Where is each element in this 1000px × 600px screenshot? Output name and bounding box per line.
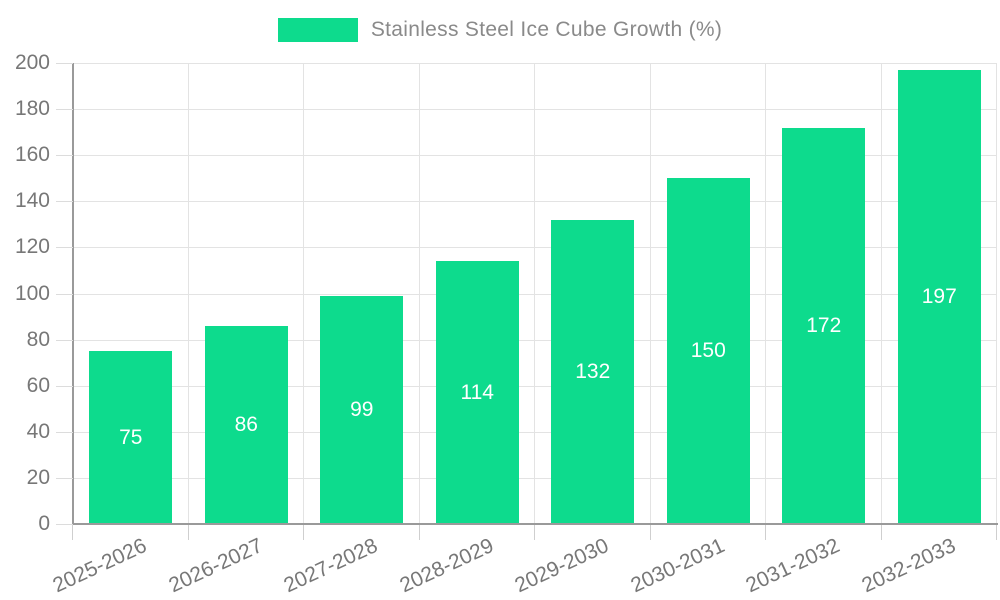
bar-value-label: 99 — [350, 397, 374, 421]
x-tick-mark — [303, 525, 304, 540]
bar: 99 — [320, 295, 404, 524]
y-tick-mark — [56, 385, 73, 387]
bar-value-label: 114 — [460, 380, 494, 404]
gridline-horizontal — [73, 247, 997, 249]
gridline-vertical — [649, 63, 651, 524]
bar-value-label: 75 — [119, 425, 143, 449]
x-tick-mark — [418, 525, 420, 540]
x-tick-mark — [880, 525, 882, 540]
bar-value-label: 132 — [575, 359, 611, 383]
y-tick-mark — [56, 524, 73, 525]
y-tick-mark — [56, 63, 73, 64]
gridline-vertical — [996, 63, 997, 524]
bar: 150 — [666, 178, 750, 524]
gridline-horizontal — [73, 477, 997, 479]
y-tick-mark — [56, 339, 73, 341]
y-tick-mark — [56, 247, 73, 249]
y-tick-mark — [56, 109, 73, 111]
y-tick-label: 40 — [26, 419, 50, 443]
y-tick-label: 20 — [26, 465, 50, 489]
gridline-horizontal — [73, 339, 997, 341]
y-tick-label: 0 — [38, 512, 50, 535]
gridline-vertical — [880, 63, 882, 524]
y-tick-label: 120 — [14, 235, 50, 259]
legend-label: Stainless Steel Ice Cube Growth (%) — [370, 18, 723, 41]
x-tick-label: 2031-2032 — [742, 534, 844, 598]
x-axis-line — [73, 523, 998, 525]
y-tick-label: 60 — [26, 373, 50, 397]
gridline-horizontal — [73, 109, 997, 111]
bar-value-label: 150 — [690, 339, 726, 363]
x-tick-mark — [72, 525, 73, 540]
bar-value-label: 172 — [806, 313, 842, 337]
x-tick-label: 2027-2028 — [280, 534, 382, 598]
y-tick-label: 160 — [14, 143, 50, 167]
y-tick-label: 80 — [26, 327, 50, 351]
x-tick-mark — [649, 525, 651, 540]
x-tick-label: 2028-2029 — [396, 534, 497, 598]
gridline-horizontal — [73, 201, 997, 203]
bar: 132 — [551, 219, 635, 524]
plot-area: 75 86 99 114 132 150 172 197 — [73, 63, 997, 524]
legend[interactable]: Stainless Steel Ice Cube Growth (%) — [0, 18, 1000, 42]
y-tick-mark — [56, 431, 73, 433]
y-tick-label: 200 — [14, 51, 50, 74]
x-tick-label: 2026-2027 — [165, 534, 266, 598]
y-tick-label: 140 — [14, 189, 50, 213]
x-tick-mark — [187, 525, 189, 540]
bar: 86 — [204, 325, 288, 524]
x-tick-mark — [765, 525, 766, 540]
y-tick-mark — [56, 477, 73, 479]
y-axis-line — [72, 63, 74, 525]
bar: 75 — [89, 351, 173, 524]
bar-value-label: 197 — [921, 284, 957, 308]
gridline-horizontal — [73, 293, 997, 295]
bar: 114 — [435, 261, 519, 524]
y-tick-mark — [56, 293, 73, 295]
y-tick-mark — [56, 155, 73, 157]
x-tick-label: 2030-2031 — [627, 534, 728, 598]
gridline-vertical — [534, 63, 535, 524]
gridline-horizontal — [73, 431, 997, 433]
gridline-vertical — [765, 63, 766, 524]
legend-swatch — [277, 18, 358, 42]
gridline-horizontal — [73, 155, 997, 157]
x-tick-label: 2029-2030 — [511, 534, 613, 598]
y-tick-label: 180 — [14, 97, 50, 121]
bar: 172 — [782, 127, 866, 524]
gridline-horizontal — [73, 63, 997, 64]
gridline-horizontal — [73, 385, 997, 387]
gridline-vertical — [303, 63, 304, 524]
gridline-vertical — [187, 63, 189, 524]
x-tick-mark — [996, 525, 997, 540]
x-tick-label: 2025-2026 — [49, 534, 151, 598]
bar: 197 — [897, 69, 981, 524]
x-tick-mark — [534, 525, 535, 540]
gridline-vertical — [418, 63, 420, 524]
x-tick-label: 2032-2033 — [858, 534, 959, 598]
y-tick-mark — [56, 201, 73, 203]
bar-value-label: 86 — [234, 412, 258, 436]
y-tick-label: 100 — [14, 281, 50, 305]
